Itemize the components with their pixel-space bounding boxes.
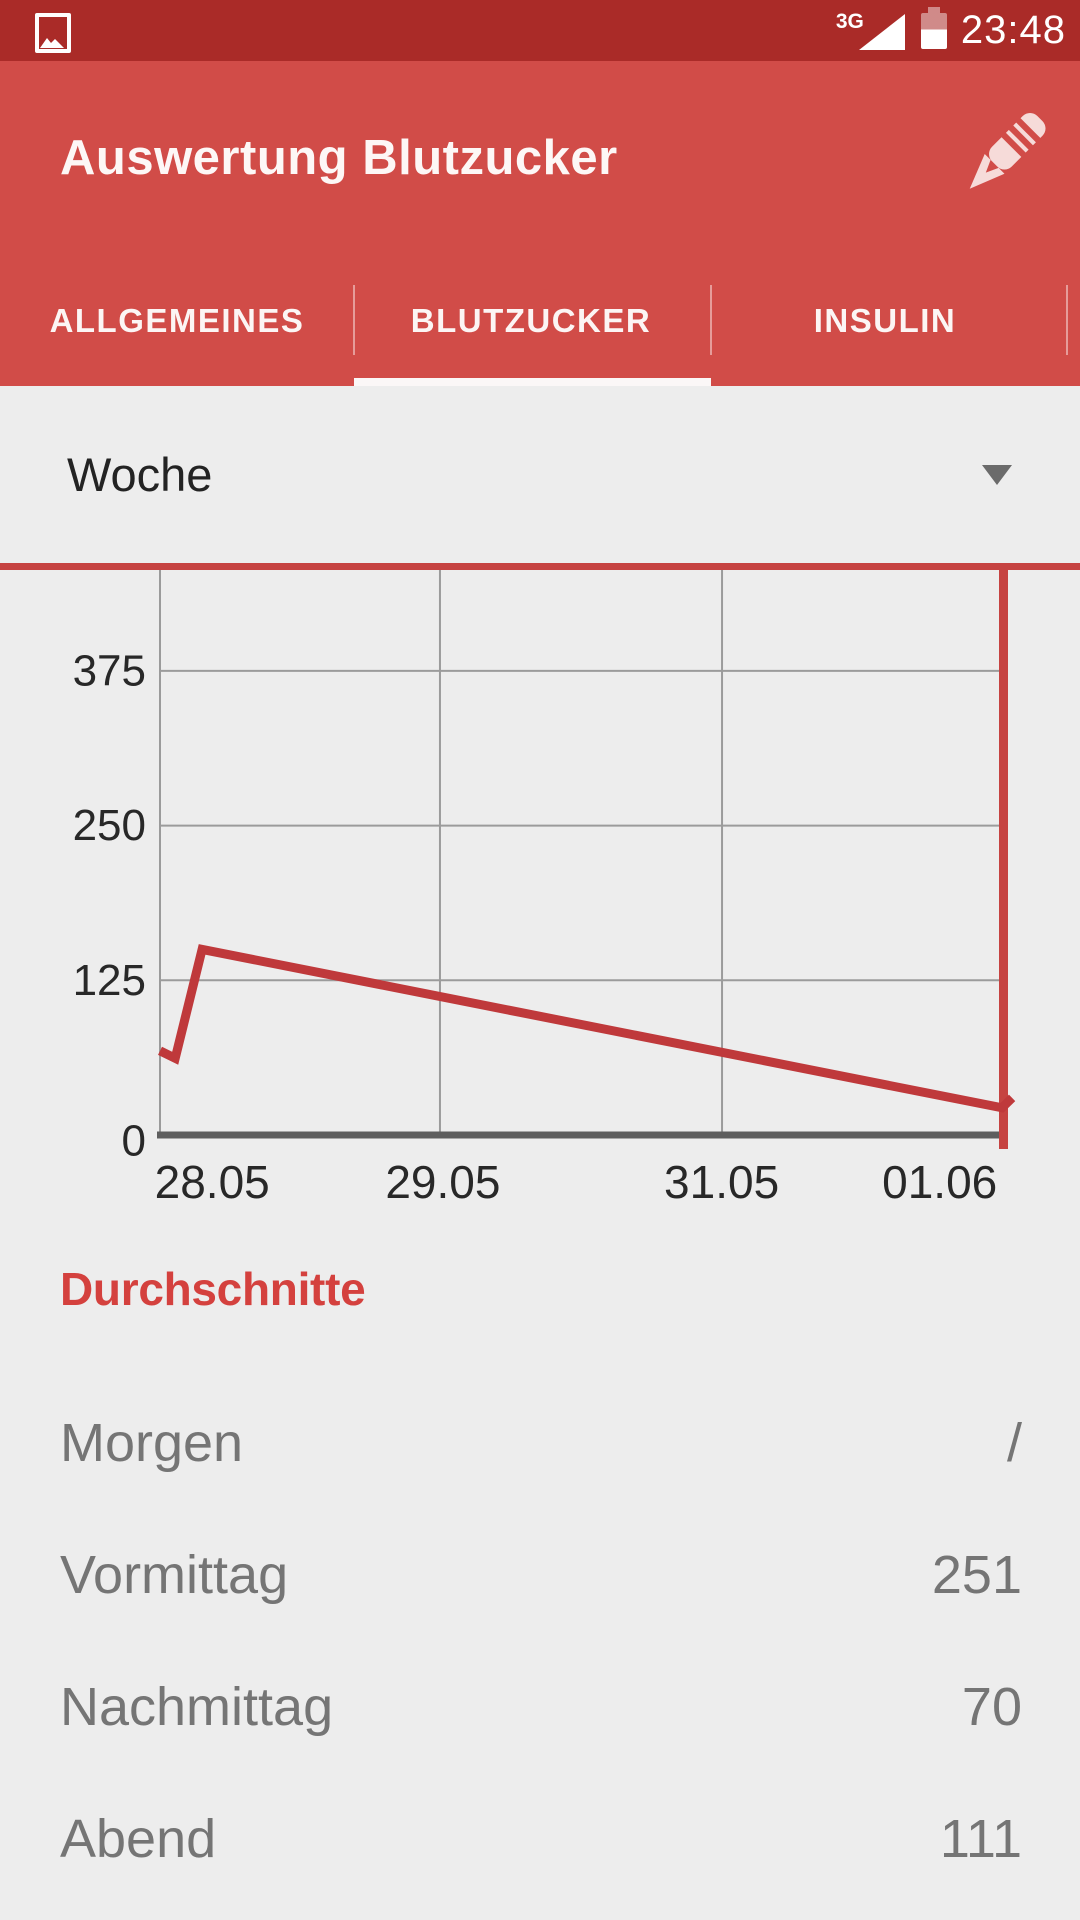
tab-bar: ALLGEMEINES BLUTZUCKER INSULIN (0, 255, 1080, 386)
list-item-abend: Abend 111 (0, 1773, 1080, 1905)
x-tick-label: 31.05 (664, 1156, 779, 1208)
page-title: Auswertung Blutzucker (60, 131, 618, 185)
row-value: 111 (939, 1809, 1022, 1869)
battery-icon (920, 6, 947, 49)
mountain-glyph (40, 38, 64, 48)
row-label: Abend (60, 1809, 217, 1869)
averages-section: Durchschnitte Morgen / Vormittag 251 Nac… (0, 1262, 1080, 1869)
tab-divider (353, 285, 355, 355)
app-bar: Auswertung Blutzucker (0, 61, 1080, 255)
chart-top-border (0, 563, 1080, 570)
tab-divider (710, 285, 712, 355)
pencil-icon (969, 112, 1046, 189)
row-value: / (1006, 1413, 1022, 1473)
chart-right-border (999, 563, 1008, 1149)
row-value: 70 (961, 1677, 1022, 1737)
signal-triangle-icon (858, 13, 905, 50)
x-tick-label: 29.05 (385, 1156, 500, 1208)
averages-heading: Durchschnitte (60, 1263, 366, 1315)
row-label: Nachmittag (60, 1677, 334, 1737)
status-icons: 3G 23:48 (836, 0, 1066, 61)
list-item-nachmittag: Nachmittag 70 (0, 1641, 1080, 1773)
tab-insulin[interactable]: INSULIN (813, 301, 957, 339)
tab-allgemeines[interactable]: ALLGEMEINES (49, 301, 305, 339)
status-bar: 3G 23:48 (0, 0, 1080, 61)
averages-list: Morgen / Vormittag 251 Nachmittag 70 Abe… (0, 1377, 1080, 1905)
x-tick-label: 28.05 (155, 1156, 270, 1208)
status-clock: 23:48 (960, 8, 1066, 52)
list-item-vormittag: Vormittag 251 (0, 1509, 1080, 1641)
list-item-morgen: Morgen / (0, 1377, 1080, 1509)
chevron-down-icon (982, 464, 1012, 485)
y-tick-label: 250 (73, 801, 146, 850)
row-value: 251 (931, 1545, 1022, 1605)
chart-line (158, 944, 1016, 1113)
active-tab-indicator (354, 378, 711, 386)
gallery-icon (35, 13, 71, 53)
row-label: Morgen (60, 1413, 244, 1473)
row-label: Vormittag (60, 1545, 289, 1605)
tab-blutzucker[interactable]: BLUTZUCKER (410, 301, 652, 339)
network-type-label: 3G (835, 9, 864, 33)
period-selected-label: Woche (67, 448, 213, 501)
y-tick-label: 125 (73, 956, 146, 1005)
signal-3g: 3G (835, 9, 905, 50)
tab-divider (1066, 285, 1068, 355)
x-tick-label: 01.06 (882, 1156, 997, 1208)
y-tick-label: 0 (122, 1117, 146, 1166)
y-tick-label: 375 (73, 646, 146, 695)
period-dropdown[interactable]: Woche (0, 386, 1080, 563)
edit-button[interactable] (948, 97, 1058, 227)
